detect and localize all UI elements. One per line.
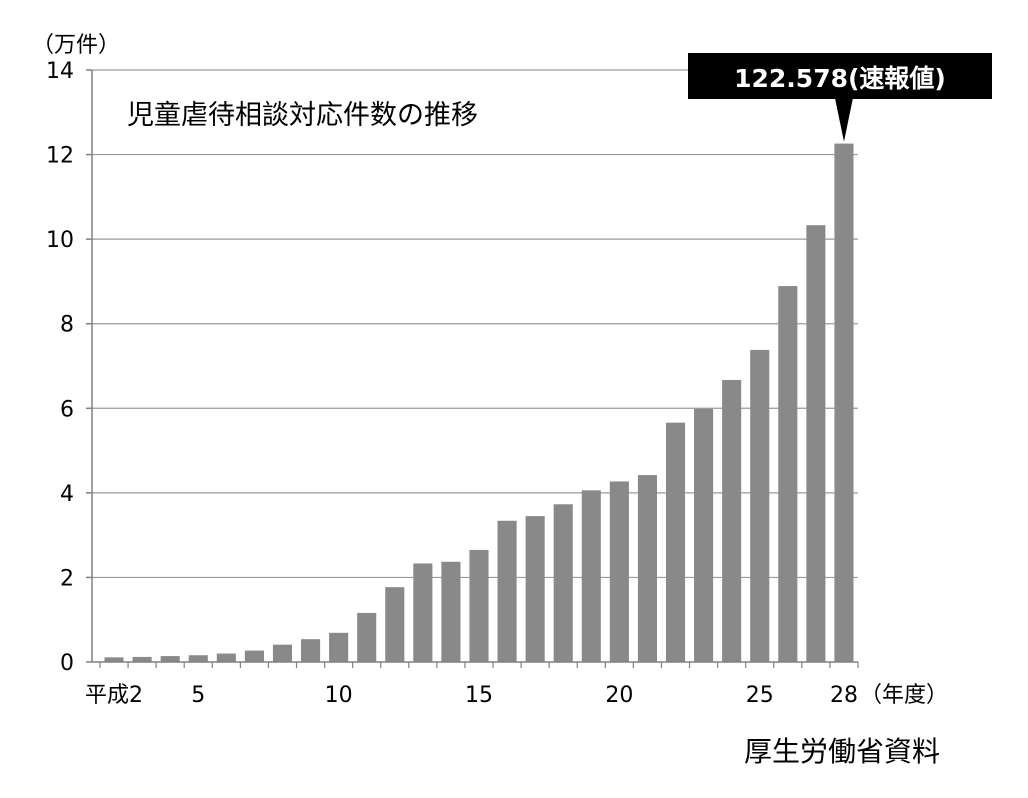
- bar: [581, 490, 601, 662]
- y-tick-label: 6: [60, 397, 74, 422]
- x-tick-label: 28: [830, 683, 858, 708]
- bar: [188, 655, 208, 662]
- x-tick-label: 平成2: [85, 683, 143, 708]
- y-axis-unit-label: （万件）: [32, 33, 120, 58]
- bar: [413, 563, 433, 662]
- bar: [104, 657, 124, 662]
- annotation-callout: 122.578(速報値): [688, 53, 992, 142]
- x-tick-label: 15: [465, 683, 493, 708]
- bar: [665, 422, 686, 662]
- bar: [525, 516, 545, 662]
- annotation-text: 122.578(速報値): [734, 64, 946, 93]
- bar: [750, 349, 770, 662]
- annotation-box: [688, 53, 992, 99]
- bar: [301, 639, 321, 662]
- chart-title: 児童虐待相談対応件数の推移: [127, 100, 478, 131]
- x-tick-label: 5: [191, 683, 205, 708]
- bar: [553, 504, 573, 662]
- bar: [160, 656, 180, 662]
- bar: [329, 632, 349, 662]
- x-axis-unit-label: （年度）: [860, 683, 948, 708]
- bar: [441, 561, 461, 662]
- bar: [637, 475, 657, 662]
- bar: [385, 587, 405, 662]
- axes: [86, 69, 859, 668]
- bar: [497, 520, 517, 662]
- y-tick-label: 8: [60, 313, 74, 338]
- bar: [806, 225, 826, 662]
- bar: [357, 612, 377, 662]
- annotation-pointer: [834, 98, 853, 142]
- bar: [244, 650, 264, 662]
- bar: [609, 481, 629, 662]
- y-tick-labels: 0 2 4 6 8 10 12 14: [46, 59, 74, 676]
- y-tick-label: 10: [46, 228, 74, 253]
- y-tick-label: 14: [46, 59, 74, 84]
- x-tick-labels: 平成2 5 10 15 20 25 28: [85, 683, 858, 708]
- y-tick-label: 12: [46, 144, 74, 169]
- x-tick-label: 10: [325, 683, 353, 708]
- bar: [216, 653, 236, 662]
- bar: [469, 549, 489, 662]
- bars: [104, 143, 854, 662]
- bar: [722, 379, 742, 662]
- gridlines: [92, 69, 858, 579]
- bar: [778, 286, 798, 662]
- x-tick-label: 25: [746, 683, 774, 708]
- source-note: 厚生労働省資料: [744, 735, 940, 768]
- bar: [834, 143, 854, 662]
- y-tick-label: 4: [60, 482, 74, 507]
- x-tick-label: 20: [605, 683, 633, 708]
- y-tick-label: 0: [60, 651, 74, 676]
- bar: [132, 656, 152, 662]
- y-tick-label: 2: [60, 566, 74, 591]
- bar: [272, 644, 293, 662]
- bar: [694, 408, 714, 662]
